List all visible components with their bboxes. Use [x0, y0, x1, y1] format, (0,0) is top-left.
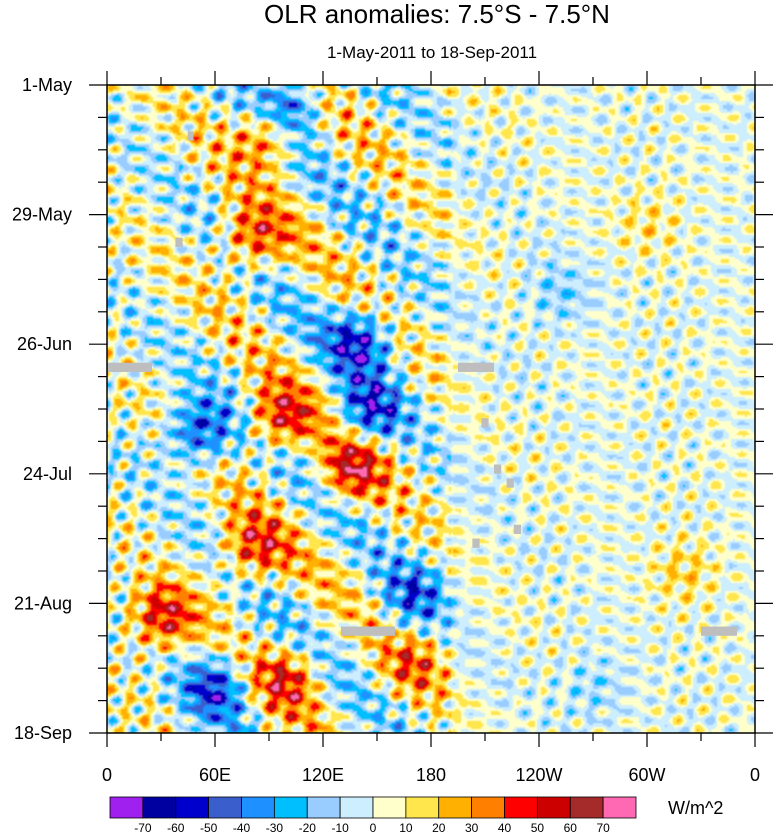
colorbar-label: 20 — [432, 821, 446, 834]
y-tick-label: 29-May — [12, 205, 72, 225]
y-tick-label: 1-May — [22, 75, 72, 95]
colorbar-label: 50 — [531, 821, 545, 834]
colorbar-swatch — [405, 796, 440, 819]
colorbar-swatch — [471, 796, 505, 819]
x-tick-label: 60E — [199, 765, 231, 785]
chart-title: OLR anomalies: 7.5°S - 7.5°N — [264, 0, 610, 29]
colorbar-swatch — [569, 796, 604, 819]
missing-data-patch — [701, 626, 737, 636]
colorbar-label: 40 — [498, 821, 512, 834]
y-tick-label: 26-Jun — [17, 334, 72, 354]
x-tick-label: 0 — [102, 765, 112, 785]
colorbar-label: -70 — [134, 821, 152, 834]
colorbar-swatch — [273, 796, 308, 819]
colorbar-label: 10 — [399, 821, 413, 834]
missing-data-patch — [513, 524, 521, 534]
colorbar-swatch — [109, 796, 144, 819]
x-axis: 0 60E 120E 180 120W 60W 0 — [102, 71, 760, 785]
colorbar: -70 -60 -50 -40 -30 -20 -10 0 10 20 30 40 50 60 70 — [109, 796, 637, 834]
colorbar-swatch — [241, 796, 275, 819]
y-tick-label: 18-Sep — [14, 723, 72, 743]
colorbar-swatch — [504, 796, 538, 819]
colorbar-label: 60 — [564, 821, 578, 834]
colorbar-label: 0 — [370, 821, 377, 834]
missing-data-patch — [494, 464, 502, 474]
missing-data-patch — [481, 418, 489, 428]
chart-subtitle: 1-May-2011 to 18-Sep-2011 — [327, 43, 537, 62]
colorbar-label: -10 — [331, 821, 349, 834]
colorbar-swatch — [438, 796, 473, 819]
missing-data-patch — [107, 362, 152, 372]
units-label: W/m^2 — [668, 798, 723, 818]
colorbar-swatch — [208, 796, 242, 819]
colorbar-swatch — [142, 796, 177, 819]
y-axis: 1-May 29-May 26-Jun 24-Jul 21-Aug 18-Sep — [12, 75, 773, 743]
missing-data-layer — [107, 131, 737, 636]
colorbar-label: -30 — [266, 821, 284, 834]
missing-data-patch — [458, 362, 494, 372]
x-tick-label: 120E — [302, 765, 344, 785]
colorbar-swatch — [339, 796, 374, 819]
missing-data-patch — [175, 237, 183, 247]
x-tick-label: 180 — [416, 765, 446, 785]
colorbar-label: -50 — [200, 821, 218, 834]
missing-data-patch — [472, 538, 480, 548]
y-tick-label: 24-Jul — [23, 464, 72, 484]
colorbar-swatch — [372, 796, 407, 819]
colorbar-label: 30 — [465, 821, 479, 834]
missing-data-patch — [506, 478, 514, 488]
x-tick-label: 120W — [515, 765, 562, 785]
plot-area — [106, 84, 756, 734]
colorbar-label: 70 — [596, 821, 610, 834]
colorbar-label: -20 — [299, 821, 317, 834]
colorbar-label: -40 — [233, 821, 251, 834]
x-tick-label: 0 — [750, 765, 760, 785]
x-tick-label: 60W — [628, 765, 665, 785]
colorbar-swatch — [306, 796, 341, 819]
y-tick-label: 21-Aug — [14, 593, 72, 613]
colorbar-swatch — [175, 796, 210, 819]
colorbar-swatch — [602, 796, 637, 819]
colorbar-label: -60 — [167, 821, 185, 834]
missing-data-patch — [341, 626, 395, 636]
colorbar-swatch — [536, 796, 571, 819]
olr-anomaly-field — [107, 85, 755, 733]
missing-data-patch — [188, 131, 194, 141]
